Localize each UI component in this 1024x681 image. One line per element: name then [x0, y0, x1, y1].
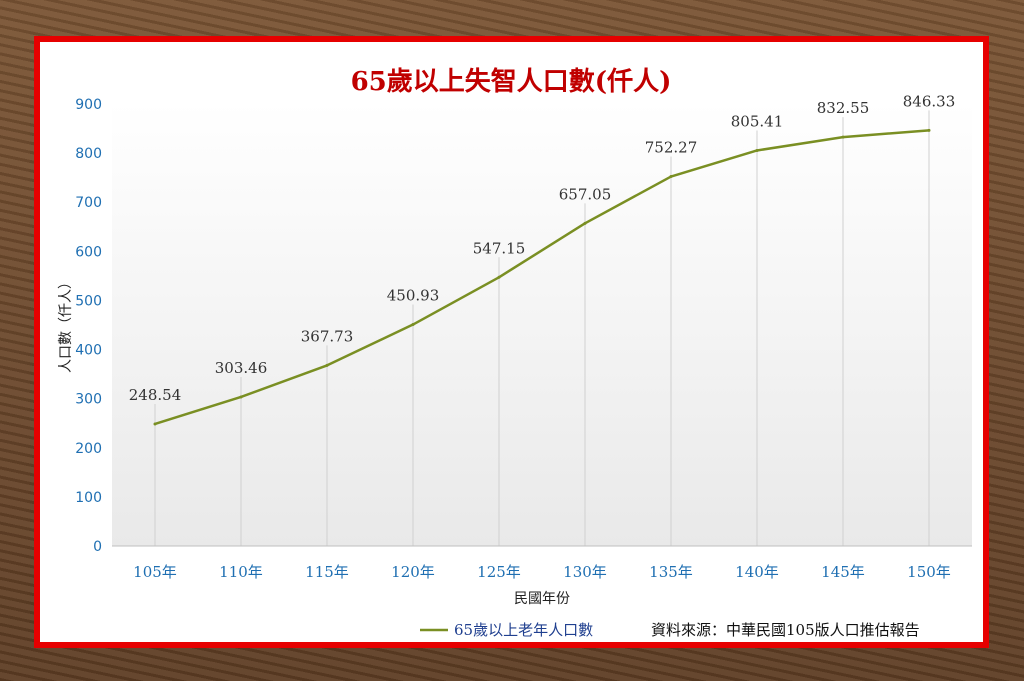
- grid-lines: [154, 110, 930, 546]
- data-point: [583, 221, 587, 225]
- legend-label: 65歲以上老年人口數: [454, 621, 593, 639]
- data-label: 832.55: [817, 99, 870, 117]
- data-point: [497, 275, 501, 279]
- y-tick-label: 800: [75, 146, 102, 162]
- y-tick-label: 600: [75, 244, 102, 260]
- source-note: 資料來源：中華民國105版人口推估報告: [651, 621, 920, 639]
- series-layer: 248.54 303.46 367.73 450.93 547.15 657.05 752.…: [129, 92, 956, 426]
- chart-title: 65歲以上失智人口數(仟人): [351, 67, 672, 97]
- x-tick-label: 115年: [305, 563, 349, 581]
- data-point: [153, 422, 157, 426]
- y-tick-label: 200: [75, 441, 102, 457]
- line-chart: 65歲以上失智人口數(仟人) 0 100 200 300 400 500 600 700 800…: [58, 67, 972, 639]
- x-axis-ticks: 105年 110年 115年 120年 125年 130年 135年 140年 145年 150年: [133, 563, 951, 581]
- x-tick-label: 110年: [219, 563, 263, 581]
- plot-area: [112, 102, 972, 546]
- y-tick-label: 400: [75, 343, 102, 359]
- y-tick-label: 100: [75, 490, 102, 506]
- y-tick-label: 500: [75, 293, 102, 309]
- data-label: 805.41: [731, 112, 784, 130]
- x-tick-label: 135年: [649, 563, 693, 581]
- data-label: 547.15: [473, 239, 526, 257]
- data-point: [325, 363, 329, 367]
- series-line: [154, 129, 930, 426]
- data-label: 657.05: [559, 185, 612, 203]
- data-label: 846.33: [903, 92, 956, 110]
- y-tick-label: 900: [75, 97, 102, 113]
- x-tick-label: 125年: [477, 563, 521, 581]
- x-tick-label: 105年: [133, 563, 177, 581]
- chart-frame: 65歲以上失智人口數(仟人) 0 100 200 300 400 500 600 700 800…: [34, 36, 989, 648]
- x-tick-label: 150年: [907, 563, 951, 581]
- data-point: [669, 175, 673, 179]
- legend: 65歲以上老年人口數: [420, 621, 593, 639]
- data-point: [927, 128, 931, 132]
- x-axis-label: 民國年份: [514, 591, 570, 607]
- x-tick-label: 140年: [735, 563, 779, 581]
- data-label: 303.46: [215, 359, 268, 377]
- y-tick-label: 700: [75, 195, 102, 211]
- data-label: 450.93: [387, 287, 440, 305]
- data-label: 248.54: [129, 386, 182, 404]
- x-tick-label: 130年: [563, 563, 607, 581]
- y-axis-ticks: 0 100 200 300 400 500 600 700 800 900: [75, 97, 102, 555]
- y-axis-label: 人口數（仟人）: [58, 275, 74, 373]
- x-tick-label: 145年: [821, 563, 865, 581]
- data-label: 367.73: [301, 327, 354, 345]
- data-point: [841, 135, 845, 139]
- data-point: [411, 323, 415, 327]
- data-point: [755, 148, 759, 152]
- x-tick-label: 120年: [391, 563, 435, 581]
- data-point: [239, 395, 243, 399]
- data-label: 752.27: [645, 139, 698, 157]
- y-tick-label: 300: [75, 392, 102, 408]
- y-tick-label: 0: [93, 539, 102, 555]
